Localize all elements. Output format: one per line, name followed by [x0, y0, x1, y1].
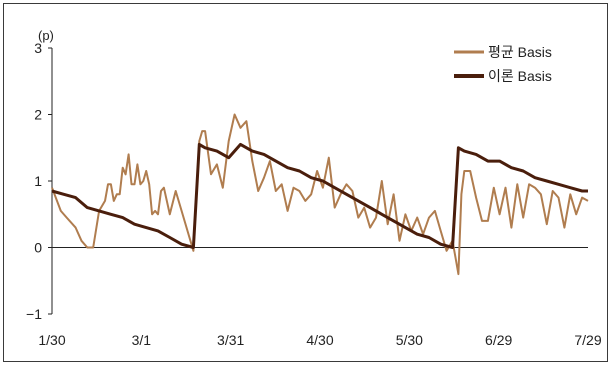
x-tick-label: 3/1	[132, 332, 152, 348]
y-unit-label: (p)	[38, 28, 54, 43]
x-tick-label: 3/31	[217, 332, 244, 348]
series-line-average-basis	[51, 113, 589, 276]
y-tick-label: 0	[34, 240, 42, 256]
x-tick-label: 1/30	[38, 332, 65, 348]
x-tick-label: 4/30	[306, 332, 333, 348]
series-line-theoretical-basis	[51, 142, 588, 249]
chart-frame	[3, 3, 608, 362]
x-tick-label: 7/29	[574, 332, 601, 348]
y-tick-label: −1	[26, 306, 42, 322]
legend-label: 평균 Basis	[488, 44, 552, 60]
x-tick-label: 6/29	[485, 332, 512, 348]
y-tick-label: 1	[34, 173, 42, 189]
axes: −1 0 1 2 3 1/30 3/1 3/31 4/30 5/30 6/29 7/29	[26, 40, 602, 348]
x-tick-label: 5/30	[396, 332, 423, 348]
series-layer	[51, 113, 589, 276]
legend: 평균 Basis 이론 Basis	[454, 44, 552, 84]
y-tick-label: 2	[34, 107, 42, 123]
y-tick-label: 3	[34, 40, 42, 56]
legend-label: 이론 Basis	[488, 68, 552, 84]
